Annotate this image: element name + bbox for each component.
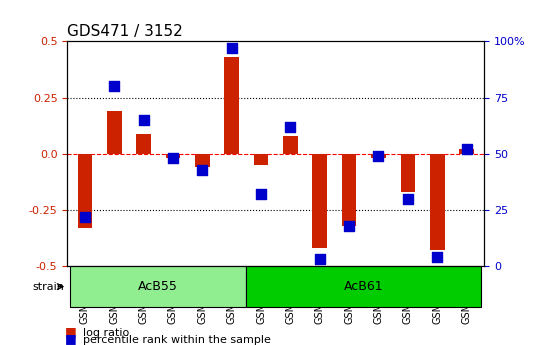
Text: ■: ■ [65, 325, 76, 338]
Point [198, 167, 207, 172]
Text: AcB55: AcB55 [138, 280, 178, 293]
Point [433, 254, 442, 260]
Text: ■: ■ [65, 332, 76, 345]
Text: percentile rank within the sample: percentile rank within the sample [83, 335, 271, 345]
Text: log ratio: log ratio [83, 328, 130, 338]
Bar [283, 136, 298, 154]
FancyBboxPatch shape [70, 266, 246, 307]
Point [257, 191, 265, 197]
Point [315, 257, 324, 262]
Bar [313, 154, 327, 248]
Point [139, 117, 148, 123]
Point [228, 46, 236, 51]
Point [81, 214, 89, 219]
Point [374, 153, 383, 159]
Bar [371, 154, 386, 158]
Text: GDS471 / 3152: GDS471 / 3152 [67, 24, 183, 39]
Bar [342, 154, 357, 226]
Point [462, 147, 471, 152]
Bar [107, 111, 122, 154]
Point [345, 223, 353, 228]
Bar [459, 149, 474, 154]
Bar [400, 154, 415, 192]
FancyBboxPatch shape [246, 266, 482, 307]
Bar [254, 154, 268, 165]
Text: AcB61: AcB61 [344, 280, 384, 293]
Bar [166, 154, 180, 158]
Bar [195, 154, 210, 167]
Text: strain: strain [32, 282, 65, 292]
Point [168, 156, 177, 161]
Bar [224, 57, 239, 154]
Point [286, 124, 295, 130]
Point [404, 196, 412, 201]
Point [110, 83, 118, 89]
Bar [136, 134, 151, 154]
Bar [77, 154, 92, 228]
Bar [430, 154, 444, 250]
